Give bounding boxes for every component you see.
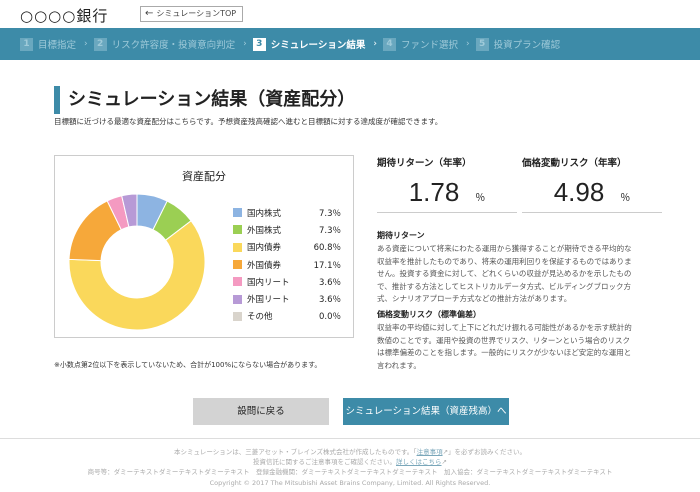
step-label: リスク許容度・投資意向判定 (111, 40, 236, 51)
legend-item: 外国債券 17.1％ (233, 256, 341, 273)
legend-item: 国内債券 60.8％ (233, 239, 341, 256)
legend-swatch (233, 242, 242, 252)
details-link[interactable]: 詳しくはこちら (396, 458, 442, 466)
legend-value: 3.6％ (318, 277, 341, 288)
legend-swatch (233, 225, 242, 235)
legend-value: 0.0％ (318, 312, 341, 323)
chevron-right-icon: › (243, 39, 247, 49)
legend-swatch (233, 260, 242, 270)
step-3: 3 シミュレーション結果 › (252, 28, 377, 60)
asset-allocation-panel: 資産配分 国内株式 7.3％ 外国株式 7.3％ 国内債券 60.8％ 外国債券 17.1％国… (54, 155, 354, 338)
simulation-top-button[interactable]: ← シミュレーションTOP (140, 6, 244, 22)
legend-label: 国内リート (247, 277, 290, 288)
legend-item: 国内株式 7.3％ (233, 204, 341, 221)
price-risk-value: 4.98 (553, 177, 605, 207)
step-5: 5 投資プラン確認 (475, 28, 561, 60)
legend-swatch (233, 208, 242, 218)
legend-swatch (233, 294, 242, 304)
simulation-top-label: シミュレーションTOP (156, 9, 237, 18)
chevron-right-icon: › (466, 39, 470, 49)
external-link-icon: ↗ (442, 448, 449, 456)
chevron-right-icon: › (373, 39, 377, 49)
donut-slice-3 (68, 220, 206, 331)
expected-return-value: 1.78 (408, 177, 460, 207)
step-number: 3 (252, 37, 266, 51)
legend-swatch (233, 311, 242, 321)
page-lead: 目標額に近づける最適な資産配分はこちらです。予想資産残高確認へ進むと目標額に対す… (54, 117, 443, 126)
legend-item: その他 0.0％ (233, 308, 341, 325)
legend-label: 国内債券 (247, 243, 282, 254)
step-number: 4 (382, 37, 396, 51)
chart-legend: 国内株式 7.3％ 外国株式 7.3％ 国内債券 60.8％ 外国債券 17.1％ 国内リート 3… (233, 204, 341, 325)
step-number: 5 (475, 37, 489, 51)
footer-line-2: 投資信託に関するご注意事項をご確認ください。詳しくはこちら↗ (253, 458, 447, 466)
expected-return-description: 期待リターン ある資産について将来にわたる運用から獲得することが期待できる平均的… (377, 230, 637, 306)
chevron-right-icon: › (84, 39, 88, 49)
asset-allocation-donut-chart (68, 193, 206, 331)
step-1: 1 目標指定 › (20, 28, 88, 60)
description-body: ある資産について将来にわたる運用から獲得することが期待できる平均的な収益率を推計… (377, 244, 632, 303)
legend-value: 17.1％ (313, 260, 341, 271)
legend-value: 60.8％ (313, 243, 341, 254)
step-label: 目標指定 (38, 40, 77, 51)
price-risk-metric: 価格変動リスク（年率） 4.98 ％ (522, 155, 662, 213)
step-2: 2 リスク許容度・投資意向判定 › (93, 28, 247, 60)
arrow-left-icon: ← (145, 8, 154, 19)
legend-label: その他 (247, 312, 273, 323)
step-number: 2 (93, 37, 107, 51)
legend-label: 外国債券 (247, 260, 282, 271)
page-title: シミュレーション結果（資産配分） (54, 86, 355, 114)
legend-item: 国内リート 3.6％ (233, 273, 341, 290)
step-label: 投資プラン確認 (493, 40, 561, 51)
rounding-note: ※小数点第2位以下を表示していないため、合計が100%にならない場合があります。 (54, 361, 322, 369)
legend-item: 外国株式 7.3％ (233, 221, 341, 238)
step-label: ファンド選択 (400, 40, 458, 51)
next-balance-result-button[interactable]: シミュレーション結果（資産残高）へ (343, 398, 509, 425)
back-to-questions-button[interactable]: 設問に戻る (193, 398, 329, 425)
expected-return-unit: ％ (475, 193, 486, 204)
description-heading: 価格変動リスク（標準偏差） (377, 310, 481, 319)
header: ○○○○銀行 ← シミュレーションTOP (0, 0, 700, 28)
price-risk-label: 価格変動リスク（年率） (522, 158, 627, 169)
legend-label: 外国株式 (247, 225, 282, 236)
step-label: シミュレーション結果 (270, 40, 366, 51)
legend-label: 外国リート (247, 295, 290, 306)
price-risk-description: 価格変動リスク（標準偏差） 収益率の平均値に対して上下にどれだけ振れる可能性があ… (377, 309, 637, 372)
expected-return-metric: 期待リターン（年率） 1.78 ％ (377, 155, 517, 213)
legend-label: 国内株式 (247, 208, 282, 219)
legend-value: 7.3％ (318, 208, 341, 219)
step-number: 1 (20, 37, 33, 51)
description-body: 収益率の平均値に対して上下にどれだけ振れる可能性があるかを示す統計的数値のことで… (377, 323, 632, 370)
footer: 本シミュレーションは、三菱アセット・ブレインズ株式会社が作成したものです。「注意… (0, 438, 700, 492)
footer-line-3: 商号等：ダミーテキストダミーテキストダミーテキスト 登録金融機関：ダミーテキスト… (87, 468, 613, 476)
copyright: Copyright © 2017 The Mitsubishi Asset Br… (209, 479, 491, 487)
external-link-icon: ↗ (441, 458, 447, 466)
legend-value: 3.6％ (318, 295, 341, 306)
legend-value: 7.3％ (318, 225, 341, 236)
price-risk-unit: ％ (620, 193, 631, 204)
description-heading: 期待リターン (377, 231, 425, 240)
legend-item: 外国リート 3.6％ (233, 290, 341, 307)
expected-return-label: 期待リターン（年率） (377, 158, 472, 169)
step-4: 4 ファンド選択 › (382, 28, 470, 60)
donut-slice-6 (121, 193, 138, 228)
legend-swatch (233, 277, 242, 287)
progress-steps: 1 目標指定 › 2 リスク許容度・投資意向判定 › 3 シミュレーション結果 … (0, 28, 700, 60)
chart-title: 資産配分 (182, 170, 226, 183)
bank-name: ○○○○銀行 (20, 7, 109, 25)
notes-link[interactable]: 注意事項 (416, 448, 443, 456)
footer-line-1: 本シミュレーションは、三菱アセット・ブレインズ株式会社が作成したものです。「注意… (173, 448, 527, 456)
